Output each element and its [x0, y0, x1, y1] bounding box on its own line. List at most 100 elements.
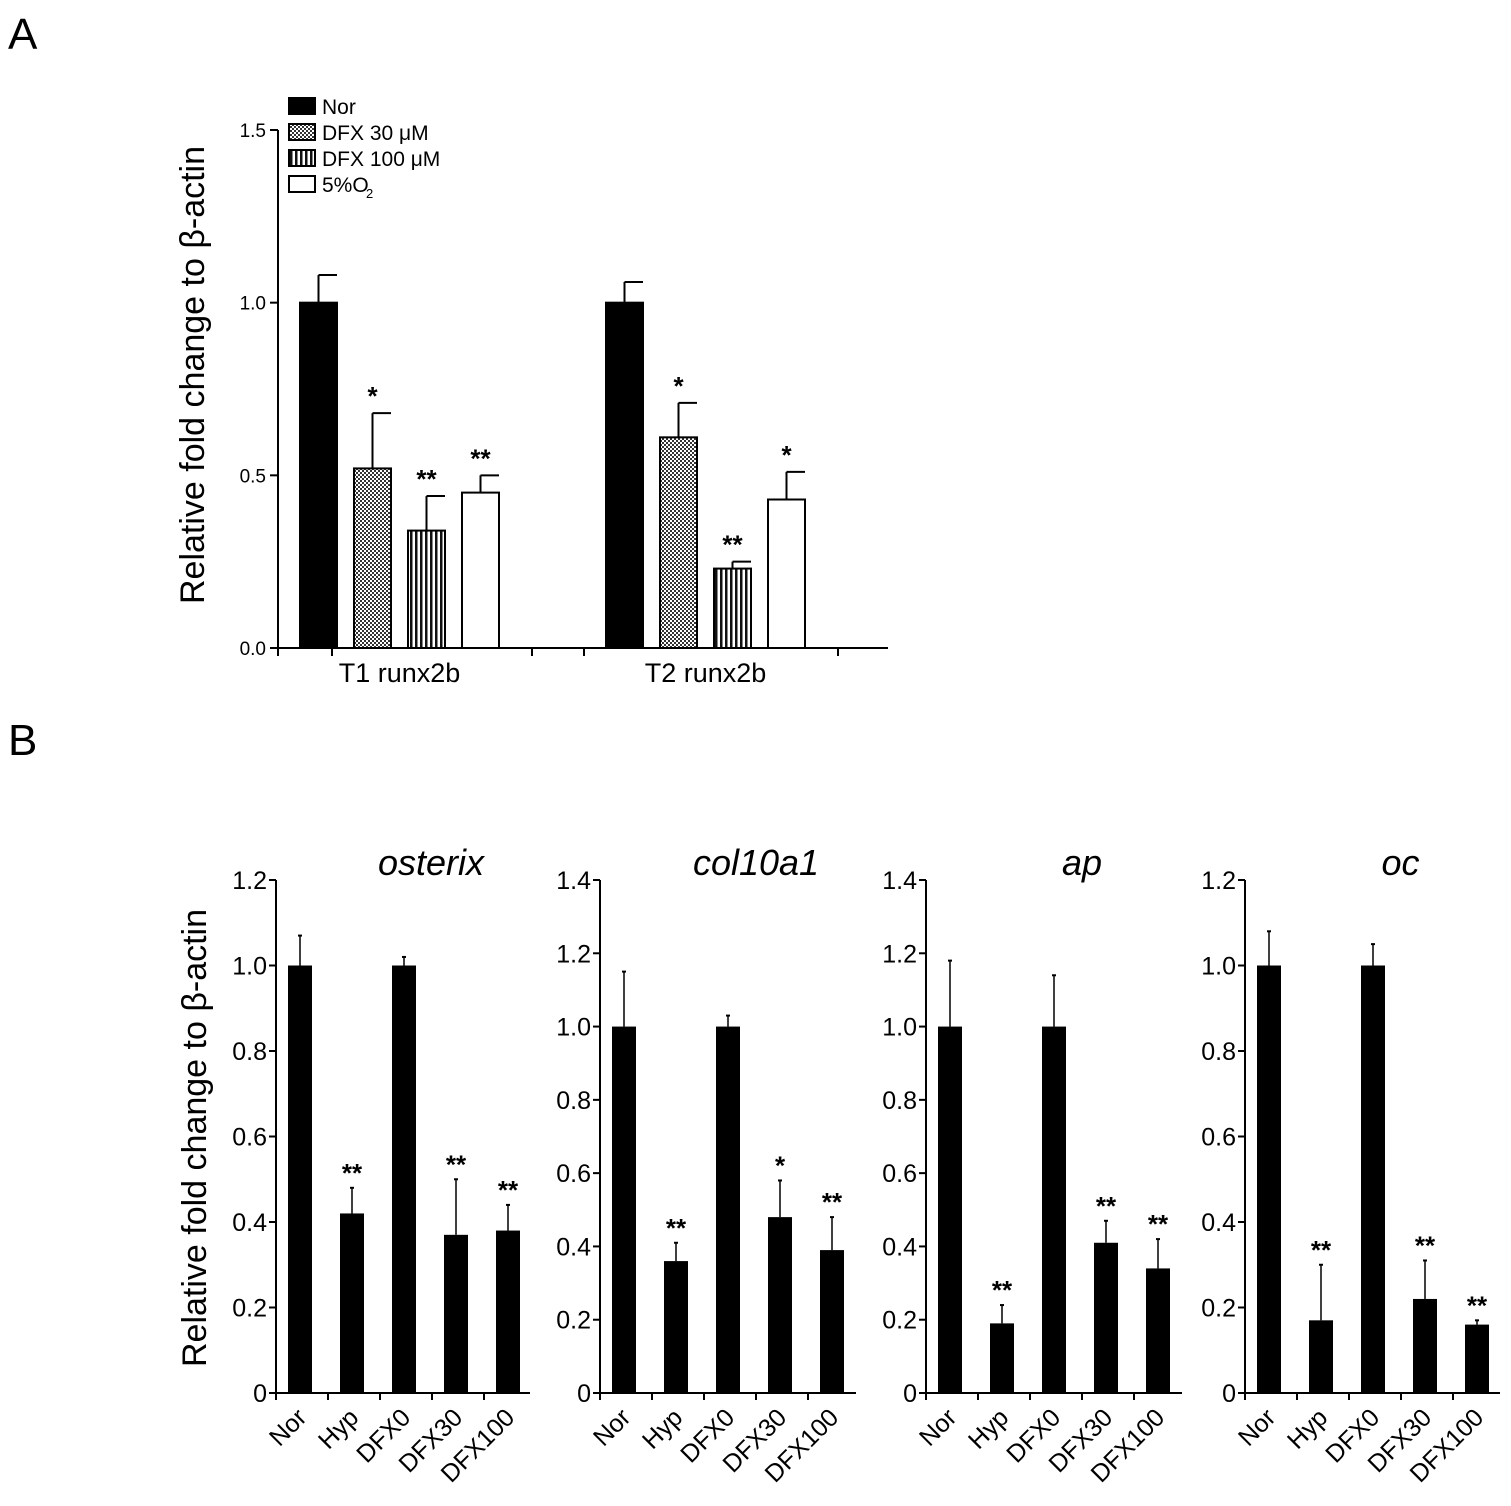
- y-tick-label: 1.4: [556, 867, 591, 895]
- bar: [462, 493, 499, 648]
- bar: [1094, 1243, 1118, 1393]
- bar: [354, 468, 391, 648]
- x-category-label: Nor: [264, 1403, 312, 1451]
- x-category-label: Nor: [1233, 1403, 1281, 1451]
- bar: [606, 303, 643, 648]
- bar: [340, 1213, 364, 1393]
- y-tick-label: 0.2: [232, 1295, 267, 1323]
- legend-label: 5%O: [322, 174, 369, 197]
- y-tick-label: 0.8: [882, 1087, 917, 1115]
- y-tick-label: 0.2: [1201, 1295, 1236, 1323]
- significance-label: *: [781, 440, 792, 470]
- bar: [1361, 966, 1385, 1394]
- legend-swatch: [289, 98, 315, 114]
- y-axis-title: Relative fold change to β-actin: [174, 146, 212, 604]
- y-tick-label: 0: [903, 1380, 917, 1408]
- bar: [1309, 1320, 1333, 1393]
- y-tick-label: 1.0: [1201, 953, 1236, 981]
- bar: [392, 966, 416, 1394]
- bar: [444, 1235, 468, 1393]
- significance-label: **: [1311, 1235, 1332, 1265]
- significance-label: **: [498, 1175, 519, 1205]
- significance-label: **: [470, 443, 491, 473]
- x-category-label: T1 runx2b: [339, 658, 461, 688]
- y-tick-label: 0.6: [882, 1160, 917, 1188]
- y-tick-label: 1.5: [240, 121, 266, 142]
- chart-title: col10a1: [693, 842, 819, 883]
- y-tick-label: 1.2: [1201, 867, 1236, 895]
- significance-label: *: [367, 381, 378, 411]
- bar: [612, 1027, 636, 1393]
- subchart-col10a1: 00.20.40.60.81.01.21.4 col10a1Nor**HypDFX…: [556, 842, 856, 1488]
- bar: [1413, 1299, 1437, 1393]
- bar: [820, 1250, 844, 1393]
- bar: [496, 1231, 520, 1393]
- bar: [660, 437, 697, 648]
- chart-title: ap: [1062, 842, 1102, 883]
- bar: [408, 531, 445, 648]
- y-tick-label: 0.4: [232, 1209, 267, 1237]
- y-tick-label: 0.6: [556, 1160, 591, 1188]
- y-tick-label: 0.5: [240, 466, 266, 487]
- significance-label: **: [992, 1275, 1013, 1305]
- subchart-ap: 00.20.40.60.81.01.21.4 apNor**HypDFX0**DF…: [882, 842, 1182, 1488]
- significance-label: *: [775, 1150, 786, 1180]
- bar: [714, 569, 751, 648]
- significance-label: **: [822, 1187, 843, 1217]
- significance-label: *: [673, 371, 684, 401]
- y-tick-label: 0.4: [556, 1233, 591, 1261]
- bar: [664, 1261, 688, 1393]
- x-category-label: T2 runx2b: [645, 658, 767, 688]
- y-tick-label: 0.0: [240, 639, 266, 660]
- significance-label: **: [1467, 1290, 1488, 1320]
- y-tick-label: 1.0: [882, 1014, 917, 1042]
- y-tick-label: 1.2: [882, 940, 917, 968]
- y-tick-label: 0.4: [1201, 1209, 1236, 1237]
- y-tick-label: 0: [577, 1380, 591, 1408]
- y-tick-label: 1.0: [232, 953, 267, 981]
- significance-label: **: [446, 1149, 467, 1179]
- bar: [300, 303, 337, 648]
- bar: [768, 500, 805, 648]
- significance-label: **: [666, 1213, 687, 1243]
- y-tick-label: 0: [1222, 1380, 1236, 1408]
- y-tick-label: 0.8: [1201, 1038, 1236, 1066]
- bar: [288, 966, 312, 1394]
- y-tick-label: 0.2: [882, 1307, 917, 1335]
- y-tick-label: 1.0: [556, 1014, 591, 1042]
- bar: [1465, 1325, 1489, 1393]
- significance-label: **: [722, 530, 743, 560]
- legend-label: DFX 100 μM: [322, 148, 440, 171]
- significance-label: **: [342, 1158, 363, 1188]
- legend-swatch: [289, 150, 315, 166]
- y-tick-label: 0.2: [556, 1307, 591, 1335]
- y-tick-label: 0.6: [232, 1124, 267, 1152]
- legend-label: Nor: [322, 96, 356, 119]
- chart-title: oc: [1381, 842, 1419, 883]
- legend-label: DFX 30 μM: [322, 122, 429, 145]
- x-category-label: Nor: [914, 1403, 962, 1451]
- x-category-label: Nor: [588, 1403, 636, 1451]
- bar: [990, 1323, 1014, 1393]
- panel-a-chart: 0.0 0.5 1.0 1.5 Relative fold change to β-ac…: [174, 96, 888, 688]
- bar: [768, 1217, 792, 1393]
- bar: [1042, 1027, 1066, 1393]
- subchart-oc: 00.20.40.60.81.01.2 ocNor**HypDFX0**DFX30…: [1201, 842, 1500, 1488]
- y-tick-label: 0: [253, 1380, 267, 1408]
- chart-title: osterix: [378, 842, 486, 883]
- figure-canvas: 0.0 0.5 1.0 1.5 Relative fold change to β-ac…: [0, 0, 1511, 1506]
- panel-b-charts: 00.20.40.60.81.01.2 osterixNor**HypDFX0**…: [176, 842, 1500, 1488]
- y-tick-label: 0.4: [882, 1233, 917, 1261]
- significance-label: **: [1415, 1230, 1436, 1260]
- y-tick-label: 1.2: [232, 867, 267, 895]
- bar: [716, 1027, 740, 1393]
- legend-swatch: [289, 124, 315, 140]
- subchart-osterix: 00.20.40.60.81.01.2 osterixNor**HypDFX0**…: [232, 842, 530, 1488]
- bar: [1257, 966, 1281, 1394]
- y-tick-label: 0.8: [232, 1038, 267, 1066]
- bar: [938, 1027, 962, 1393]
- y-tick-label: 1.0: [240, 294, 266, 315]
- legend-swatch: [289, 176, 315, 192]
- y-tick-label: 0.8: [556, 1087, 591, 1115]
- bar: [1146, 1268, 1170, 1393]
